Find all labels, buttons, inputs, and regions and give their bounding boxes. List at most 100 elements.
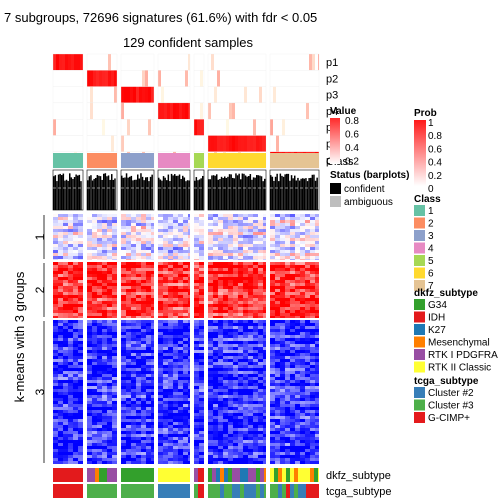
heatmap-cell [295, 223, 300, 226]
prob-cell-frame [269, 119, 320, 136]
heatmap-cell [223, 220, 228, 223]
heatmap-cell [228, 419, 233, 422]
heatmap-cell [73, 389, 78, 392]
heatmap-cell [63, 320, 68, 323]
heatmap-cell [173, 431, 178, 434]
heatmap-cell [53, 310, 58, 313]
heatmap-cell [218, 235, 223, 238]
heatmap-cell [73, 434, 78, 437]
heatmap-cell [295, 353, 300, 356]
heatmap-cell [102, 271, 107, 274]
heatmap-cell [78, 434, 83, 437]
heatmap-cell [112, 362, 117, 365]
heatmap-cell [141, 434, 146, 437]
heatmap-cell [158, 395, 163, 398]
heatmap-cell [173, 295, 178, 298]
heatmap-cell [263, 443, 266, 446]
heatmap-cell [102, 323, 107, 326]
prob-cell [244, 135, 247, 152]
heatmap-cell [228, 214, 233, 217]
prob-cell [161, 102, 164, 120]
heatmap-cell [280, 437, 285, 440]
heatmap-cell [300, 244, 305, 247]
heatmap-cell [107, 365, 112, 368]
heatmap-cell [112, 292, 117, 295]
heatmap-cell [141, 247, 146, 250]
heatmap-cell [97, 452, 102, 455]
heatmap-cell [243, 389, 248, 392]
heatmap-cell [248, 310, 253, 313]
heatmap-cell [315, 395, 319, 398]
heatmap-cell [188, 389, 190, 392]
heatmap-cell [178, 292, 183, 295]
heatmap-cell [310, 226, 315, 229]
heatmap-cell [223, 326, 228, 329]
heatmap-cell [97, 356, 102, 359]
heatmap-cell [58, 431, 63, 434]
heatmap-cell [248, 220, 253, 223]
heatmap-cell [280, 283, 285, 286]
heatmap-cell [183, 262, 188, 265]
heatmap-cell [223, 425, 228, 428]
heatmap-cell [73, 437, 78, 440]
heatmap-cell [233, 356, 238, 359]
heatmap-cell [173, 338, 178, 341]
heatmap-cell [163, 220, 168, 223]
heatmap-cell [158, 289, 163, 292]
heatmap-cell [92, 437, 97, 440]
heatmap-cell [243, 274, 248, 277]
heatmap-cell [141, 223, 146, 226]
heatmap-cell [158, 304, 163, 307]
heatmap-cell [107, 232, 112, 235]
heatmap-cell [194, 259, 199, 260]
heatmap-cell [310, 422, 315, 425]
heatmap-cell [146, 274, 151, 277]
heatmap-cell [53, 316, 58, 318]
heatmap-cell [248, 338, 253, 341]
heatmap-cell [146, 256, 151, 259]
prob-cell [121, 135, 124, 152]
heatmap-cell [158, 389, 163, 392]
heatmap-cell [107, 425, 112, 428]
heatmap-cell [163, 323, 168, 326]
heatmap-cell [258, 256, 263, 259]
heatmap-cell [58, 329, 63, 332]
heatmap-cell [228, 356, 233, 359]
heatmap-cell [223, 407, 228, 410]
heatmap-cell [258, 455, 263, 458]
heatmap-cell [178, 458, 183, 461]
prob-cell-frame [269, 70, 320, 87]
heatmap-cell [305, 410, 310, 413]
heatmap-cell [97, 335, 102, 338]
figure-title: 7 subgroups, 72696 signatures (61.6%) wi… [4, 10, 317, 25]
heatmap-cell [146, 223, 151, 226]
heatmap-cell [146, 407, 151, 410]
heatmap-cell [194, 265, 199, 268]
heatmap-cell [158, 353, 163, 356]
heatmap-cell [121, 380, 126, 383]
heatmap-cell [199, 304, 204, 307]
heatmap-cell [238, 247, 243, 250]
heatmap-cell [112, 320, 117, 323]
heatmap-cell [213, 392, 218, 395]
heatmap-cell [243, 368, 248, 371]
heatmap-cell [223, 247, 228, 250]
heatmap-cell [158, 374, 163, 377]
heatmap-cell [188, 244, 190, 247]
heatmap-cell [285, 446, 290, 449]
heatmap-cell [194, 389, 199, 392]
heatmap-cell [228, 410, 233, 413]
heatmap-cell [295, 341, 300, 344]
heatmap-cell [78, 437, 83, 440]
heatmap-cell [290, 301, 295, 304]
heatmap-cell [163, 256, 168, 259]
heatmap-cell [58, 214, 63, 217]
tcga-legend-label: G-CIMP+ [428, 413, 470, 424]
heatmap-cell [233, 217, 238, 220]
heatmap-cell [188, 431, 190, 434]
prob-cell [250, 135, 253, 152]
heatmap-cell [78, 374, 83, 377]
heatmap-cell [315, 286, 319, 289]
heatmap-cell [158, 338, 163, 341]
